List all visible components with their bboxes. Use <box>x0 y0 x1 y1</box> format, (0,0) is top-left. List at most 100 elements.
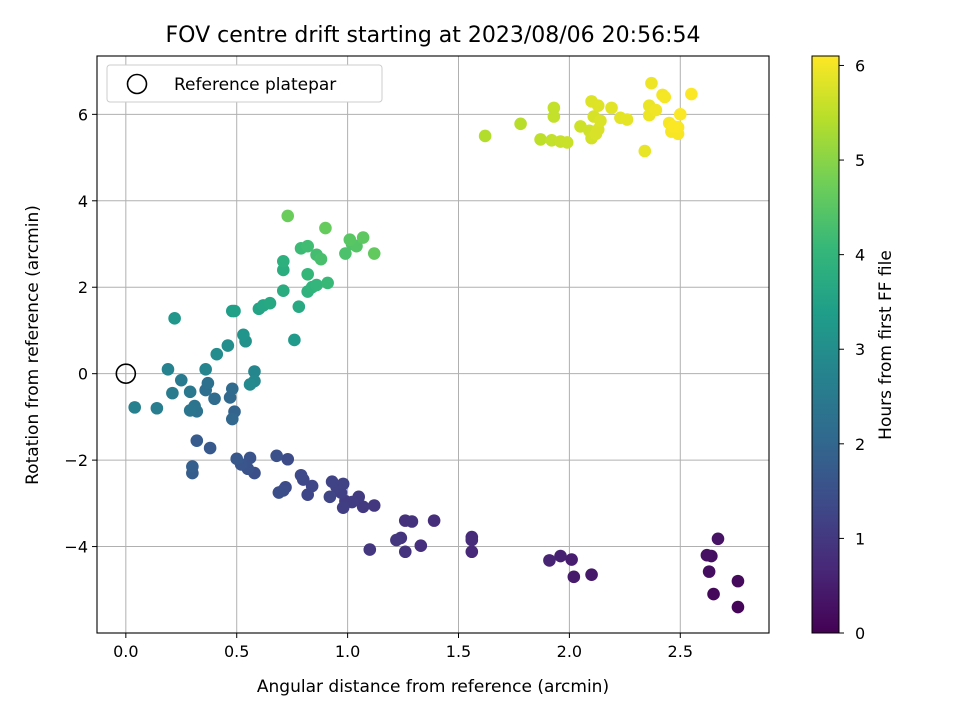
data-point-8 <box>567 570 581 584</box>
data-points <box>128 76 745 614</box>
data-point-85 <box>276 263 290 277</box>
data-point-71 <box>243 378 257 391</box>
data-point-3 <box>702 565 716 578</box>
data-point-75 <box>237 328 250 342</box>
data-point-67 <box>161 363 175 376</box>
plot-frame <box>96 55 770 634</box>
data-point-55 <box>225 382 239 396</box>
data-point-99 <box>343 233 357 246</box>
data-point-102 <box>319 221 332 235</box>
data-point-2 <box>731 574 745 588</box>
data-point-33 <box>323 490 337 504</box>
data-point-64 <box>166 386 179 400</box>
data-point-47 <box>230 452 244 466</box>
data-point-83 <box>292 300 306 313</box>
data-point-68 <box>199 363 212 376</box>
data-point-135 <box>673 108 687 121</box>
data-point-118 <box>594 114 607 128</box>
x-axis-ticks: 0.0 0.5 1.0 1.5 2.0 2.5 <box>113 633 693 661</box>
data-point-62 <box>183 385 197 399</box>
data-point-120 <box>591 99 605 113</box>
data-point-53 <box>225 412 239 426</box>
data-point-89 <box>310 278 323 292</box>
data-point-39 <box>281 452 295 466</box>
colorbar-tick-label-3: 3 <box>855 340 865 359</box>
x-tick-label-4: 2.0 <box>557 642 582 661</box>
plot-area <box>96 55 770 634</box>
data-point-73 <box>221 339 235 352</box>
data-point-108 <box>547 101 561 115</box>
data-point-35 <box>305 479 319 493</box>
data-point-6 <box>711 532 725 546</box>
data-point-63 <box>174 373 188 387</box>
x-tick-label-1: 0.5 <box>224 642 249 661</box>
x-tick-label-5: 2.5 <box>668 642 693 661</box>
data-point-72 <box>210 347 224 361</box>
data-point-5 <box>700 548 714 562</box>
y-tick-label-2: 0 <box>78 365 88 384</box>
reference-platepar-marker <box>115 363 137 384</box>
data-point-109 <box>547 110 561 123</box>
data-point-77 <box>288 333 301 347</box>
data-point-14 <box>465 533 479 547</box>
data-point-104 <box>478 129 492 143</box>
x-tick-label-3: 1.5 <box>446 642 471 661</box>
data-point-11 <box>543 554 556 567</box>
colorbar-tick-label-1: 1 <box>855 529 865 548</box>
data-point-0 <box>731 600 745 614</box>
data-point-66 <box>128 401 142 414</box>
data-point-32 <box>325 475 339 489</box>
data-point-101 <box>367 247 381 260</box>
data-point-18 <box>405 515 419 528</box>
data-point-127 <box>645 76 658 90</box>
data-point-24 <box>356 500 370 514</box>
data-point-51 <box>186 460 199 473</box>
data-point-82 <box>263 296 277 310</box>
legend-marker-open-circle <box>126 73 148 95</box>
colorbar-ticks: 0 1 2 3 4 5 6 <box>839 56 865 643</box>
y-tick-label-4: 4 <box>78 192 88 211</box>
data-point-37 <box>294 468 308 482</box>
x-tick-label-2: 1.0 <box>335 642 360 661</box>
data-point-44 <box>243 451 257 465</box>
data-point-28 <box>336 501 350 514</box>
data-point-105 <box>514 117 527 131</box>
y-axis-label: Rotation from reference (arcmin) <box>23 205 43 485</box>
colorbar: 0 1 2 3 4 5 6 Hours from first FF file <box>811 55 896 643</box>
data-point-10 <box>554 549 567 563</box>
data-point-48 <box>203 441 217 455</box>
data-point-130 <box>658 90 672 104</box>
colorbar-tick-label-6: 6 <box>855 56 865 75</box>
x-axis-label: Angular distance from reference (arcmin) <box>257 677 609 697</box>
y-axis-ticks: −4 −2 0 2 4 6 <box>64 105 97 557</box>
data-point-90 <box>301 267 314 281</box>
data-point-16 <box>414 539 428 552</box>
data-point-56 <box>208 392 221 406</box>
data-point-128 <box>649 103 663 117</box>
colorbar-label: Hours from first FF file <box>876 250 896 440</box>
data-point-1 <box>707 587 720 601</box>
y-tick-label-1: −2 <box>64 451 88 470</box>
data-point-103 <box>281 209 295 223</box>
data-point-123 <box>620 113 634 126</box>
colorbar-tick-label-0: 0 <box>855 624 865 643</box>
data-point-100 <box>356 231 370 244</box>
data-point-79 <box>228 304 241 318</box>
data-point-15 <box>427 514 441 527</box>
data-point-96 <box>339 247 352 260</box>
chart-title: FOV centre drift starting at 2023/08/06 … <box>166 23 701 48</box>
x-tick-label-0: 0.0 <box>113 642 138 661</box>
data-point-95 <box>314 252 328 266</box>
colorbar-tick-label-5: 5 <box>855 151 865 170</box>
data-point-124 <box>638 144 652 158</box>
colorbar-tick-label-2: 2 <box>855 435 865 454</box>
data-point-12 <box>465 545 479 559</box>
legend-box <box>106 64 383 103</box>
y-tick-label-3: 2 <box>78 278 88 297</box>
data-point-41 <box>272 486 286 499</box>
data-point-65 <box>150 401 164 415</box>
data-point-86 <box>276 254 290 268</box>
data-point-106 <box>534 133 547 146</box>
colorbar-gradient <box>811 55 840 634</box>
